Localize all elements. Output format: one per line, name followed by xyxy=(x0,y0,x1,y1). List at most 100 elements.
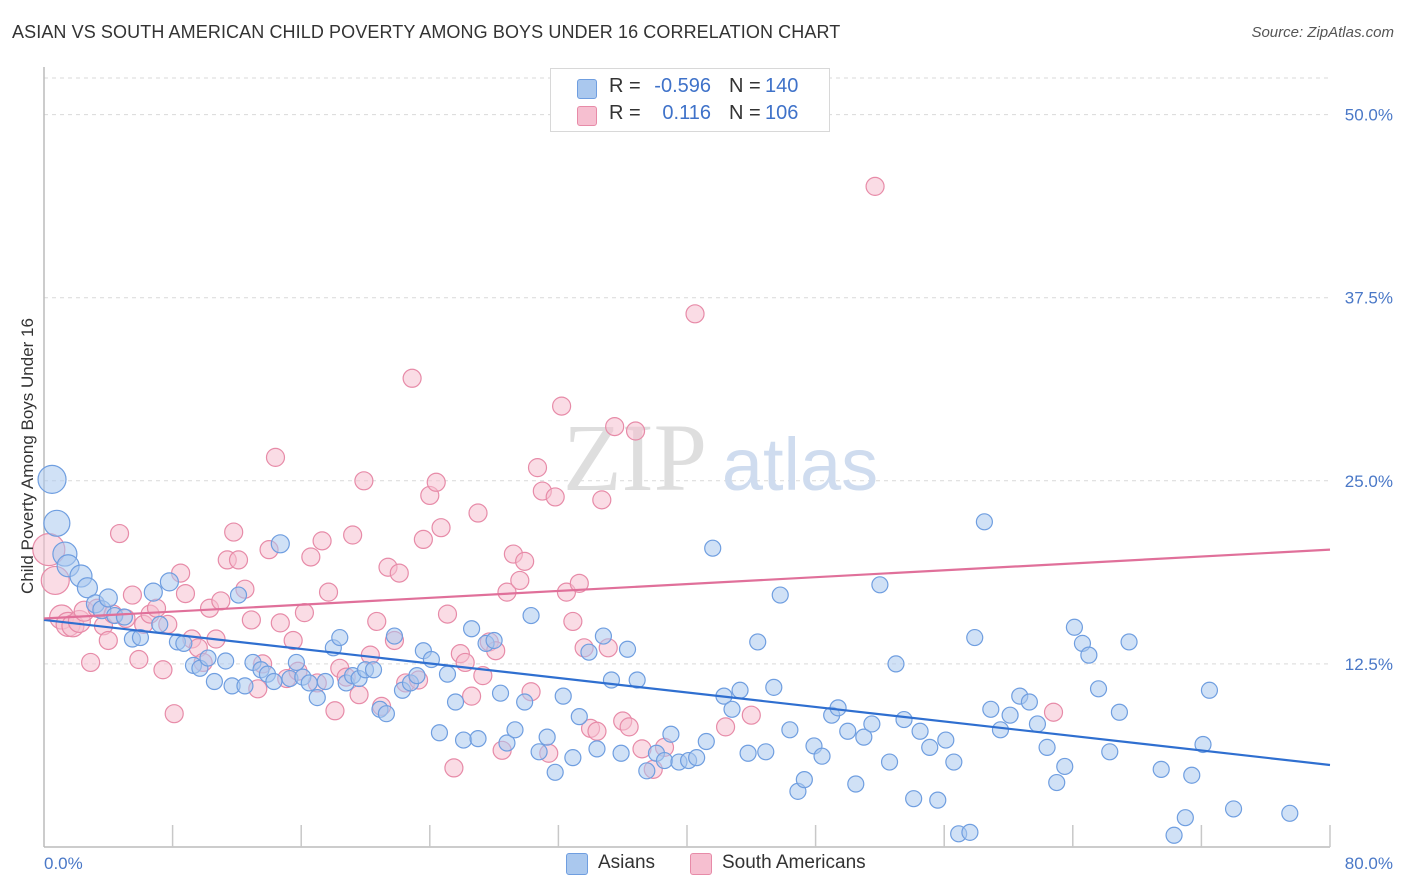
data-point xyxy=(880,753,899,771)
data-point xyxy=(618,640,637,658)
data-point xyxy=(217,652,235,670)
data-point xyxy=(318,582,339,602)
legend-label-south-americans: South Americans xyxy=(722,852,866,873)
data-point xyxy=(131,628,150,647)
data-point xyxy=(265,447,286,467)
data-point xyxy=(343,525,363,545)
data-point xyxy=(982,700,1000,718)
axis-labels: 12.5% 25.0% 37.5% 50.0% 0.0% 80.0% Child Pover… xyxy=(18,106,1393,873)
data-point xyxy=(1028,715,1047,733)
data-point xyxy=(865,176,885,196)
data-point xyxy=(975,513,993,531)
data-point xyxy=(545,487,565,507)
data-point xyxy=(408,667,426,685)
data-point xyxy=(723,700,741,718)
data-point xyxy=(308,688,326,707)
data-point xyxy=(211,591,231,611)
legend-swatch-south-americans xyxy=(690,853,712,875)
axes xyxy=(43,67,1331,848)
data-point xyxy=(813,747,831,765)
legend-swatch-south-americans xyxy=(577,106,597,126)
data-point xyxy=(469,730,487,748)
data-point xyxy=(887,655,905,673)
data-point xyxy=(265,672,283,691)
data-point xyxy=(580,643,598,661)
data-point xyxy=(437,604,458,624)
legend-r-value: -0.596 xyxy=(654,75,711,97)
data-point xyxy=(485,631,503,650)
data-point xyxy=(961,823,979,841)
data-point xyxy=(151,615,169,633)
data-point xyxy=(270,613,290,633)
data-point xyxy=(159,572,179,592)
x-tick-label: 0.0% xyxy=(44,854,83,873)
data-point xyxy=(905,790,923,808)
data-point xyxy=(731,681,749,699)
data-point xyxy=(937,731,955,749)
data-point xyxy=(921,738,939,756)
data-point xyxy=(749,633,767,651)
trend-line xyxy=(43,548,1331,620)
data-point xyxy=(175,634,193,652)
data-point xyxy=(294,603,315,623)
data-point xyxy=(1048,773,1066,792)
data-point xyxy=(402,368,422,388)
data-point xyxy=(515,551,535,571)
data-point xyxy=(461,686,482,706)
data-point xyxy=(241,610,261,630)
data-point xyxy=(911,722,929,740)
data-point xyxy=(377,705,395,723)
data-point xyxy=(1001,706,1019,724)
data-point xyxy=(283,630,303,651)
data-point xyxy=(331,628,349,647)
data-point xyxy=(287,653,305,672)
legend-row-asians: R = -0.596 N = 140 xyxy=(551,75,829,101)
data-point xyxy=(1183,766,1201,784)
data-point xyxy=(1194,735,1212,754)
x-tick-label: 80.0% xyxy=(1345,854,1393,873)
trend-lines xyxy=(43,548,1331,767)
data-point xyxy=(1200,681,1219,699)
data-point xyxy=(438,665,457,683)
data-point xyxy=(1110,703,1129,721)
data-point xyxy=(109,523,130,544)
data-point xyxy=(98,630,118,651)
data-point xyxy=(325,701,345,721)
gridlines xyxy=(44,77,1330,665)
legend-swatch-asians xyxy=(566,853,588,875)
legend-n-label: N = xyxy=(729,102,761,124)
series-asians xyxy=(37,464,1299,844)
data-point xyxy=(498,734,516,752)
data-point xyxy=(527,458,548,478)
data-point xyxy=(570,708,588,726)
data-point xyxy=(715,717,736,737)
data-point xyxy=(839,722,857,740)
data-point xyxy=(364,661,383,679)
data-point xyxy=(224,522,244,542)
chart-title: ASIAN VS SOUTH AMERICAN CHILD POVERTY AM… xyxy=(12,22,841,42)
data-point xyxy=(757,743,775,761)
data-point xyxy=(1176,809,1194,827)
data-point xyxy=(81,652,101,673)
legend-r-value: 0.116 xyxy=(662,102,711,124)
data-point xyxy=(741,705,761,725)
data-point xyxy=(430,724,449,742)
data-point xyxy=(1020,693,1038,711)
data-point xyxy=(1165,826,1183,844)
legend-label-asians: Asians xyxy=(598,852,656,873)
data-point xyxy=(895,710,913,729)
data-point xyxy=(468,503,488,523)
data-point xyxy=(199,649,217,667)
data-point xyxy=(662,725,680,743)
data-point xyxy=(564,749,582,767)
data-point xyxy=(229,586,248,604)
data-point xyxy=(153,660,173,680)
data-point xyxy=(300,674,318,692)
correlation-legend: R = -0.596 N = 140 R = 0.116 N = 106 xyxy=(550,68,830,132)
data-point xyxy=(205,672,223,691)
data-point xyxy=(628,671,646,689)
legend-row-south-americans: R = 0.116 N = 106 xyxy=(551,102,829,128)
data-point xyxy=(863,715,881,733)
legend-n-value: 140 xyxy=(765,75,799,97)
data-point xyxy=(236,677,254,695)
